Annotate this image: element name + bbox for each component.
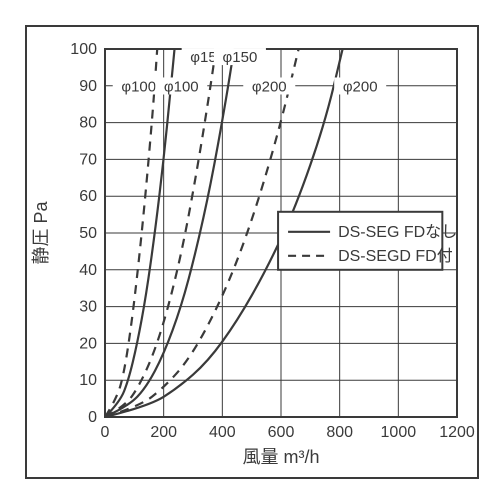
x-tick-label: 1200 xyxy=(439,424,475,441)
chart-card: 0 200 400 600 800 1000 1200 0 10 20 30 40 50 60 70 80 90… xyxy=(0,0,500,500)
curve-label: φ150 xyxy=(223,49,258,66)
y-tick-label: 40 xyxy=(79,262,97,279)
curve-label: φ100 xyxy=(164,78,199,95)
curve-label: φ200 xyxy=(343,78,378,95)
chart-frame: 0 200 400 600 800 1000 1200 0 10 20 30 40 50 60 70 80 90… xyxy=(25,25,479,479)
legend-label: DS-SEG FDなし xyxy=(338,223,457,241)
x-tick-label: 400 xyxy=(209,424,236,441)
y-tick-label: 20 xyxy=(79,335,97,352)
curve-label: φ100 xyxy=(121,78,156,95)
y-tick-label: 50 xyxy=(79,225,97,242)
legend-label: DS-SEGD FD付 xyxy=(338,247,453,265)
y-tick-label: 60 xyxy=(79,188,97,205)
curve-label: φ200 xyxy=(252,78,287,95)
y-tick-label: 80 xyxy=(79,115,97,132)
x-tick-label: 600 xyxy=(268,424,295,441)
y-tick-label: 90 xyxy=(79,78,97,95)
x-tick-label: 1000 xyxy=(381,424,417,441)
y-tick-label: 70 xyxy=(79,151,97,168)
x-axis-label: 風量 m³/h xyxy=(242,447,319,467)
x-tick-label: 0 xyxy=(101,424,110,441)
y-tick-label: 0 xyxy=(88,409,97,426)
y-tick-label: 30 xyxy=(79,299,97,316)
x-tick-label: 800 xyxy=(326,424,353,441)
x-tick-label: 200 xyxy=(150,424,177,441)
chart-svg: 0 200 400 600 800 1000 1200 0 10 20 30 40 50 60 70 80 90… xyxy=(27,27,477,477)
y-tick-label: 100 xyxy=(70,41,97,58)
y-axis-label: 静圧 Pa xyxy=(31,201,51,265)
y-tick-label: 10 xyxy=(79,372,97,389)
